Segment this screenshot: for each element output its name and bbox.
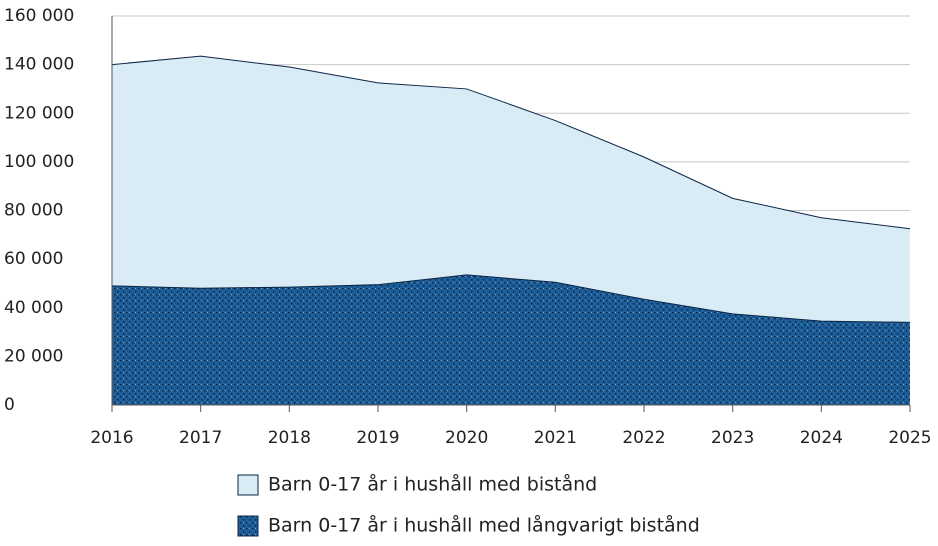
legend-label: Barn 0-17 år i hushåll med bistånd: [268, 473, 597, 496]
x-tick-label: 2018: [268, 428, 311, 448]
y-tick-label: 80 000: [4, 201, 63, 221]
x-tick-label: 2019: [356, 428, 399, 448]
y-tick-label: 140 000: [4, 55, 74, 75]
area-line: [111, 274, 911, 323]
x-tick-label: 2023: [711, 428, 754, 448]
x-tick-label: 2021: [534, 428, 577, 448]
legend-swatch: [237, 515, 259, 537]
legend-label: Barn 0-17 år i hushåll med långvarigt bi…: [268, 514, 700, 537]
x-tick-label: 2025: [888, 428, 931, 448]
x-tick-label: 2016: [90, 428, 133, 448]
y-tick-label: 0: [4, 395, 15, 415]
area: [112, 274, 910, 405]
y-tick-label: 100 000: [4, 152, 74, 172]
y-tick-label: 40 000: [4, 298, 63, 318]
y-tick-label: 60 000: [4, 249, 63, 269]
area-line: [111, 55, 911, 230]
x-tick-label: 2020: [445, 428, 488, 448]
legend-swatch: [237, 474, 259, 496]
y-tick-label: 120 000: [4, 103, 74, 123]
x-tick-label: 2022: [622, 428, 665, 448]
y-tick-label: 20 000: [4, 346, 63, 366]
y-tick-label: 160 000: [4, 6, 74, 26]
x-tick-label: 2017: [179, 428, 222, 448]
x-tick-label: 2024: [800, 428, 843, 448]
